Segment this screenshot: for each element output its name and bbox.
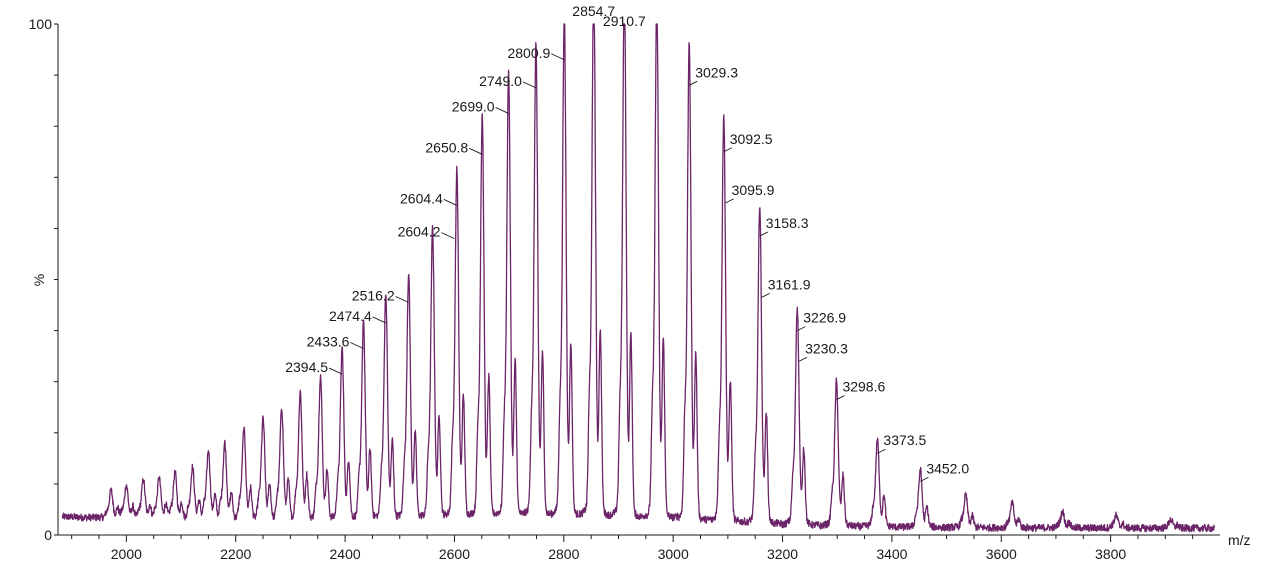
peak-label: 2604.2	[398, 224, 441, 240]
peak-label: 3029.3	[695, 64, 738, 80]
peak-leader-line	[372, 316, 386, 324]
peak-label: 2604.4	[400, 190, 443, 206]
spectrum-line	[61, 23, 1215, 533]
x-tick-label: 3600	[986, 546, 1017, 562]
peak-leader-line	[836, 395, 845, 400]
spectrum-trace	[61, 23, 1215, 533]
peak-label: 3226.9	[803, 310, 846, 326]
y-tick-label: 100	[29, 16, 53, 32]
x-tick-label: 2800	[548, 546, 579, 562]
x-tick-label: 3400	[876, 546, 907, 562]
peak-label: 3095.9	[732, 182, 775, 198]
peak-label: 2516.2	[352, 287, 395, 303]
x-tick-label: 2600	[439, 546, 470, 562]
peak-label: 3373.5	[883, 432, 926, 448]
x-tick-label: 2400	[330, 546, 361, 562]
peak-label: 2749.0	[479, 73, 522, 89]
peak-leader-line	[723, 147, 732, 153]
peak-label: 3158.3	[766, 215, 809, 231]
peak-label: 3452.0	[926, 460, 969, 476]
x-tick-label: 2000	[111, 546, 142, 562]
x-tick-label: 3800	[1095, 546, 1126, 562]
peak-label: 2394.5	[285, 359, 328, 375]
axes	[57, 24, 1220, 536]
peak-label: 3092.5	[730, 131, 773, 147]
peak-label: 2699.0	[452, 98, 495, 114]
peak-label: 2433.6	[307, 333, 350, 349]
axis-ticks: 2000 2200 2400 2600 2800 3000 3200 3400 3600 3800…	[29, 16, 1194, 562]
x-tick-label: 2200	[220, 546, 251, 562]
peak-label: 2474.4	[329, 308, 372, 324]
peak-leader-line	[877, 448, 886, 454]
peak-leader-line	[395, 296, 409, 303]
peak-leader-line	[328, 367, 343, 375]
x-axis-title: m/z	[1228, 532, 1251, 548]
peak-label: 3230.3	[805, 340, 848, 356]
peak-leader-line	[688, 80, 698, 86]
peak-leader-line	[443, 198, 458, 206]
peak-leader-line	[495, 107, 509, 114]
peak-leader-line	[759, 231, 768, 237]
peak-label: 2650.8	[425, 139, 468, 155]
peak-label: 2910.7	[603, 13, 646, 29]
peak-leader-line	[522, 81, 537, 89]
peak-label: 2854.7	[572, 3, 615, 19]
peak-labels: 2394.5 2433.6 2474.4 2516.2 2604.2 2604.4 2650…	[285, 3, 969, 482]
peak-leader-line	[725, 198, 734, 204]
peak-leader-line	[920, 476, 929, 482]
peak-leader-line	[469, 147, 483, 155]
peak-leader-line	[797, 326, 806, 332]
y-tick-label: 0	[44, 527, 52, 543]
peak-label: 3298.6	[842, 379, 885, 395]
y-axis-title: %	[31, 274, 47, 286]
x-tick-label: 3000	[658, 546, 689, 562]
peak-leader-line	[761, 292, 770, 298]
x-tick-label: 3200	[767, 546, 798, 562]
peak-label: 2800.9	[507, 45, 550, 61]
peak-label: 3161.9	[768, 276, 811, 292]
peak-leader-line	[798, 356, 808, 362]
peak-leader-line	[350, 342, 364, 349]
peak-leader-line	[441, 232, 455, 240]
peak-leader-line	[551, 53, 565, 61]
